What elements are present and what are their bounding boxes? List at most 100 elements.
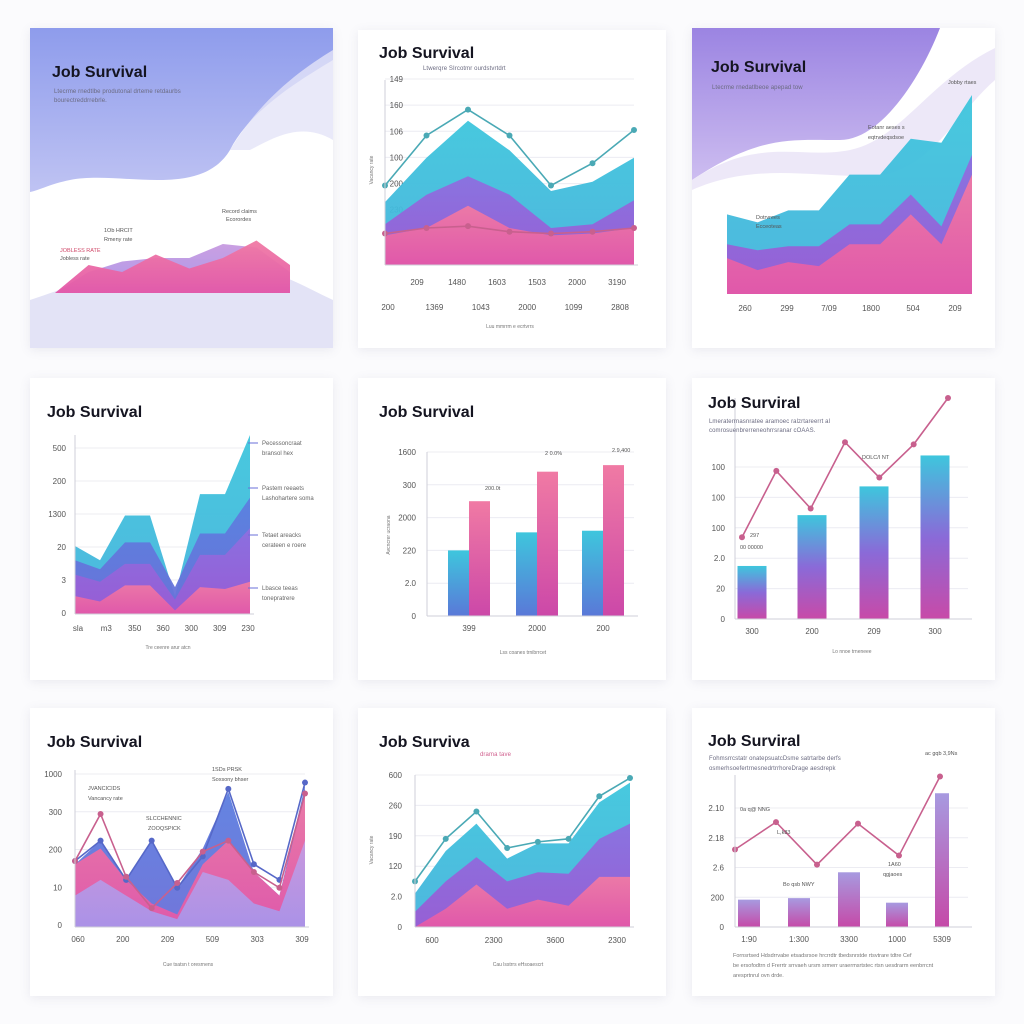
x-tick-label: 1503 xyxy=(528,278,546,287)
card-title: Job Surviva xyxy=(379,734,470,751)
x-tick-label: 299 xyxy=(780,304,794,313)
y-tick-label: 200 xyxy=(53,477,67,486)
card-subtitle: Lmeraterrnasnratee aramoec ralzrtareerrt… xyxy=(709,419,831,425)
card-title: Job Survival xyxy=(379,404,475,421)
x-tick-label: 300 xyxy=(185,624,199,633)
x-tick-label: 209 xyxy=(410,278,424,287)
line-point-1 xyxy=(423,225,430,231)
x-category-label: 1000 xyxy=(888,935,906,944)
x-category-label: 200 xyxy=(805,627,819,636)
y-tick-label: 160 xyxy=(390,101,404,110)
y-tick-label: 260 xyxy=(389,801,403,810)
y-tick-label: 2000 xyxy=(398,514,416,523)
x-tick-label: 303 xyxy=(251,935,265,944)
card-title: Job Survival xyxy=(47,734,143,751)
x-category-label: 5309 xyxy=(933,935,951,944)
line-point-2 xyxy=(473,808,480,815)
x-tick-label: 3600 xyxy=(546,936,564,945)
annotation: Dotrvrees xyxy=(756,215,780,221)
y-tick-label: 200 xyxy=(390,180,404,189)
chart-card-8: 600 260 190 120 2.0 0 600 2300 3600 2300 Cau lsstr… xyxy=(358,708,666,996)
y-tick-label: 149 xyxy=(390,75,404,84)
bar-pink-2 xyxy=(603,465,624,616)
line-point-4 xyxy=(548,230,554,237)
line-point-6 xyxy=(945,395,951,401)
x-tick-label: 309 xyxy=(213,624,227,633)
x-tick-label: sla xyxy=(73,624,84,633)
x-category-label: 300 xyxy=(745,627,759,636)
x-tick-label: 1800 xyxy=(862,304,880,313)
bar-bars-0 xyxy=(738,899,760,927)
card-subtitle: bourectreddrrebrle. xyxy=(54,98,107,104)
y-tick-label: 100 xyxy=(712,524,726,533)
card-title: Job Survival xyxy=(47,404,143,421)
x-tick-label: 2808 xyxy=(611,303,629,312)
y-tick-label: 200 xyxy=(711,893,725,902)
line-point-4 xyxy=(548,182,554,189)
annotation: DOLC/I NT xyxy=(862,455,890,461)
legend-label: Pastem reeaets xyxy=(262,486,304,492)
line-point-1 xyxy=(97,837,104,844)
annotation: JOBLESS RATE xyxy=(60,248,101,254)
chart-svg: 600 260 190 120 2.0 0 600 2300 3600 2300 Cau lsstr… xyxy=(369,771,634,968)
bar-teal-1 xyxy=(516,532,537,616)
annotation: qgjaoes xyxy=(883,872,903,878)
line-point-6 xyxy=(596,793,603,800)
bar-bars-1 xyxy=(788,898,810,927)
x-category-label: 3300 xyxy=(840,935,858,944)
x-tick-label: 504 xyxy=(906,304,920,313)
line-point-4 xyxy=(876,474,883,481)
y-tick-label: 106 xyxy=(390,127,404,136)
x-axis-title: Tre ceenre arur atcn xyxy=(145,645,190,651)
line-point-9 xyxy=(302,790,308,797)
card-subtitle: Fohmsrrcstatr onatepsuatcDsme satrtarbe … xyxy=(709,756,841,762)
chart-svg: 1600 300 2000 220 2.0 0 399 2000 200 Lss coanes t… xyxy=(386,448,638,656)
x-category-label: 1:300 xyxy=(789,935,810,944)
bar-bars-1 xyxy=(797,515,827,619)
line-point-8 xyxy=(276,884,283,891)
legend-label: tonepratrere xyxy=(262,596,295,602)
x-tick-label: 309 xyxy=(295,935,309,944)
annotation: Jobby rtaes xyxy=(948,80,977,86)
annotation: 2 0.0% xyxy=(545,451,562,457)
card-title: Job Survival xyxy=(52,64,148,81)
line-point-6 xyxy=(225,837,232,844)
line-point-6 xyxy=(631,126,637,133)
annotation: Vancancy rate xyxy=(88,796,123,802)
line-series-teal-line xyxy=(414,777,631,882)
line-point-3 xyxy=(504,844,511,851)
bar-pink-0 xyxy=(469,501,490,616)
y-tick-label: 0 xyxy=(62,609,67,618)
line-point-5 xyxy=(589,160,596,167)
annotation: 1SDs PRSK xyxy=(212,767,242,773)
chart-svg: 500 200 1300 20 3 0 sla m3 350 360 300 309 230 Tre ce… xyxy=(48,435,314,651)
y-tick-label: 1300 xyxy=(48,510,66,519)
legend-label: cerateen e roere xyxy=(262,543,307,549)
x-category-label: 399 xyxy=(462,624,476,633)
line-point-1 xyxy=(97,810,104,817)
y-tick-label: 300 xyxy=(49,808,63,817)
annotation: Ecorordes xyxy=(226,217,251,223)
annotation: ZOOQSPICK xyxy=(148,826,181,832)
x-tick-label: 260 xyxy=(738,304,752,313)
y-tick-label: 2.0 xyxy=(391,893,403,902)
area-series-purple xyxy=(75,840,305,927)
footnote-line: be ersofodtrn d Frerrtr srrvaeh ursm srm… xyxy=(733,963,934,969)
line-point-3 xyxy=(506,132,513,139)
chart-card-4: 500 200 1300 20 3 0 sla m3 350 360 300 309 230 Tre ce… xyxy=(30,378,333,680)
x-axis-title: Lss coanes trnibrrcet xyxy=(500,650,547,656)
x-category-label: 209 xyxy=(867,627,881,636)
x-tick-label: 600 xyxy=(425,936,439,945)
y-tick-label: 3 xyxy=(62,576,67,585)
bar-bars-3 xyxy=(920,455,950,619)
line-point-5 xyxy=(199,848,206,855)
y-tick-label: 100 xyxy=(712,463,726,472)
x-category-label: 1:90 xyxy=(741,935,757,944)
x-tick-label: 2300 xyxy=(608,936,626,945)
x-axis-title: Cue tsatsn t oresrnens xyxy=(163,962,214,968)
line-point-4 xyxy=(896,852,902,859)
bar-teal-2 xyxy=(582,530,603,616)
x-tick-label: 1480 xyxy=(448,278,466,287)
line-point-4 xyxy=(174,884,181,891)
